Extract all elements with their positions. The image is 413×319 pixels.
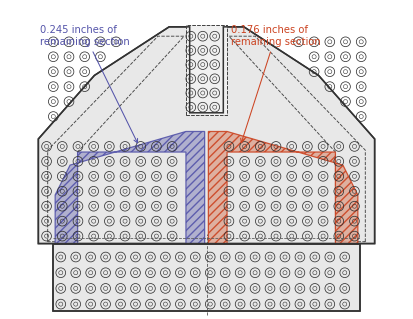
Polygon shape [209, 131, 358, 244]
Bar [186, 25, 227, 115]
Polygon shape [55, 131, 204, 244]
Polygon shape [38, 27, 375, 244]
Bar [53, 244, 360, 311]
Bar [53, 244, 360, 311]
Text: 0.245 inches of
remaining section: 0.245 inches of remaining section [40, 25, 138, 143]
Bar [186, 25, 227, 115]
Text: 0.176 inches of
remaining section: 0.176 inches of remaining section [231, 25, 320, 143]
